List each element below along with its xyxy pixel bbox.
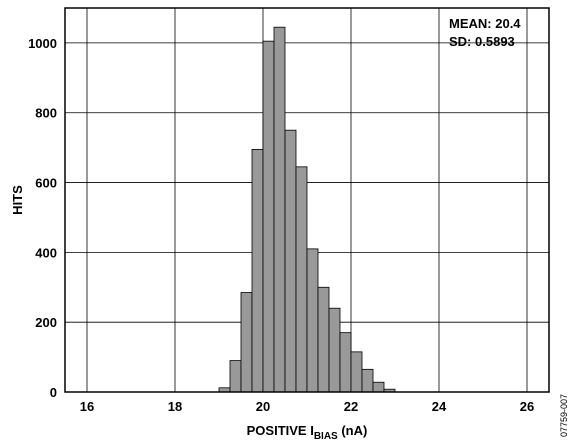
y-tick-label: 800 (35, 106, 57, 121)
y-tick-label: 400 (35, 245, 57, 260)
histogram-bar (339, 332, 352, 393)
axis-ticks: 16 18 20 22 24 26 0 200 400 600 800 1000 (28, 36, 534, 414)
histogram-bar (317, 286, 330, 393)
x-tick-label: 26 (520, 399, 534, 414)
y-tick-label: 600 (35, 176, 57, 191)
histogram-bar (240, 292, 253, 393)
x-axis-label-main: POSITIVE I (247, 423, 314, 438)
figure-id: 07759-007 (559, 394, 569, 437)
x-axis-label-unit: (nA) (338, 423, 368, 438)
histogram-bar (284, 129, 297, 393)
x-tick-label: 18 (168, 399, 182, 414)
mean-annotation: MEAN: 20.4 (449, 16, 521, 31)
x-axis-label-subscript: BIAS (314, 431, 338, 442)
y-axis-label: HITS (10, 185, 25, 215)
histogram-bar (229, 360, 242, 393)
histogram-bar (306, 248, 319, 393)
histogram-bar (251, 148, 264, 393)
histogram-bar (295, 166, 308, 393)
sd-annotation: SD: 0.5893 (449, 34, 515, 49)
histogram-bars (218, 26, 396, 393)
sd-label: SD: (449, 34, 471, 49)
plot-frame (64, 7, 550, 393)
y-tick-label: 200 (35, 315, 57, 330)
x-tick-label: 22 (344, 399, 358, 414)
stats-annotation: MEAN: 20.4 SD: 0.5893 (449, 16, 521, 49)
x-tick-label: 24 (432, 399, 447, 414)
histogram-bar (273, 26, 286, 393)
mean-label: MEAN: (449, 16, 492, 31)
sd-value: 0.5893 (475, 34, 515, 49)
x-axis-label: POSITIVE IBIAS (nA) (247, 423, 368, 442)
histogram-bar (372, 381, 385, 393)
y-tick-label: 1000 (28, 36, 57, 51)
histogram-bar (350, 351, 363, 393)
histogram-bar (262, 40, 275, 393)
histogram-bar (328, 307, 341, 393)
x-tick-label: 20 (256, 399, 270, 414)
x-tick-label: 16 (80, 399, 94, 414)
mean-value: 20.4 (495, 16, 521, 31)
y-tick-label: 0 (50, 385, 57, 400)
histogram-bar (361, 368, 374, 393)
